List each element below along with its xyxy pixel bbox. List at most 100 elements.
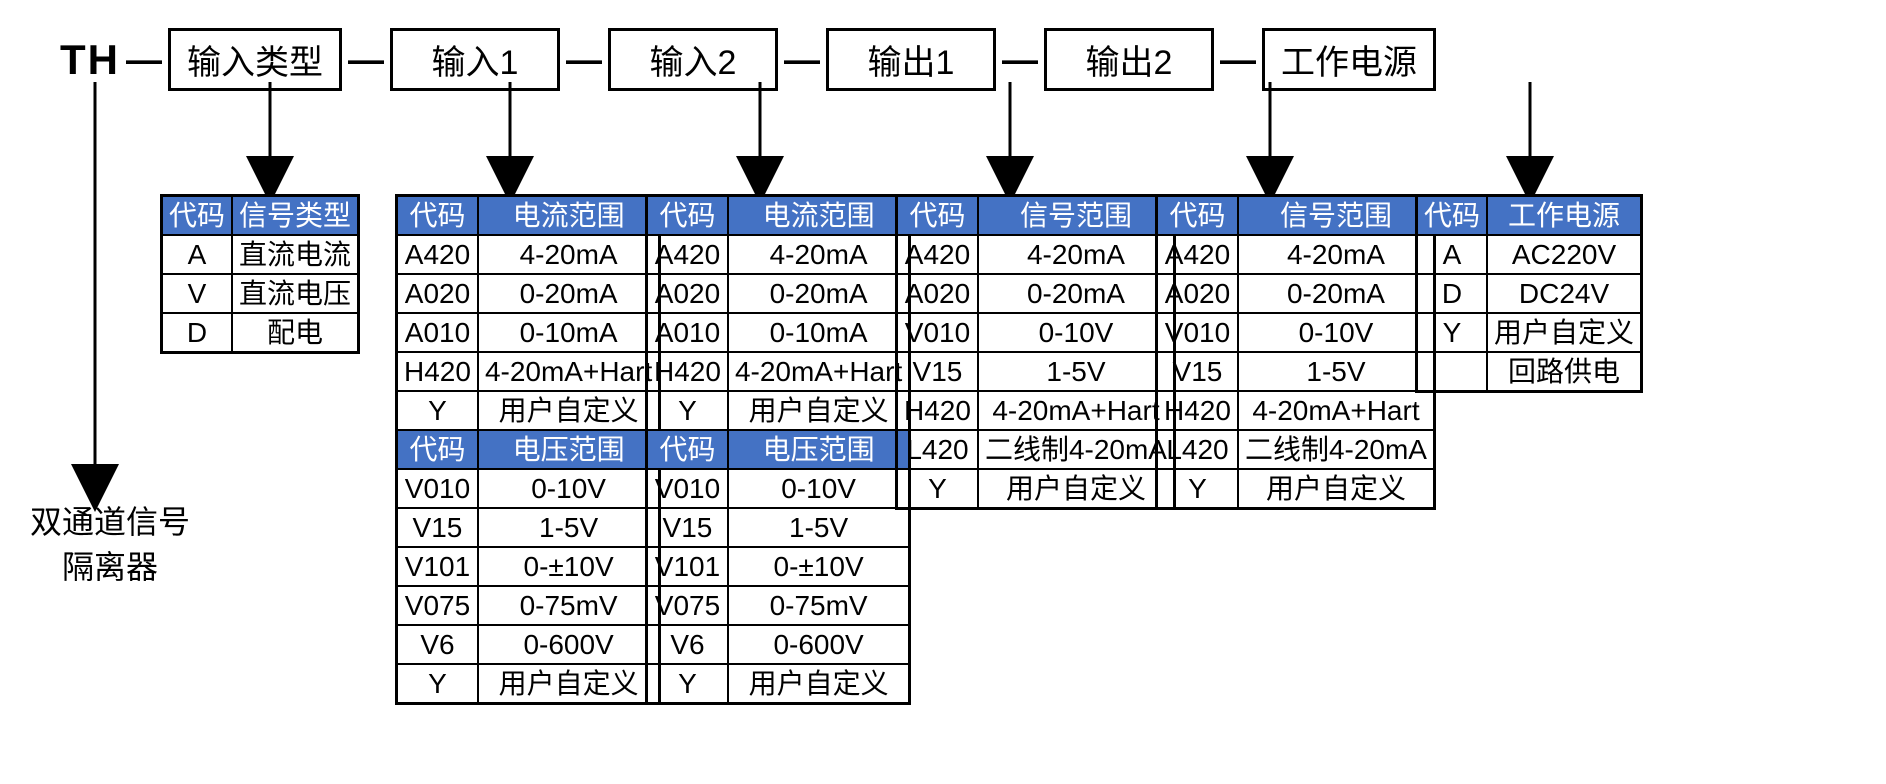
cell: H420 <box>897 391 978 430</box>
cell: A010 <box>397 313 478 352</box>
cell: D <box>1417 274 1488 313</box>
cell: 1-5V <box>478 508 660 547</box>
cell: 直流电流 <box>232 235 359 274</box>
product-name-line2: 隔离器 <box>10 545 210 590</box>
cell: 0-10V <box>978 313 1175 352</box>
cell: 1-5V <box>1238 352 1435 391</box>
cell: 0-±10V <box>478 547 660 586</box>
cell: 4-20mA <box>478 235 660 274</box>
cell: V075 <box>397 586 478 625</box>
cell: A <box>162 235 233 274</box>
col-power: 工作电源 <box>1487 196 1642 236</box>
cell: 0-600V <box>478 625 660 664</box>
cell: Y <box>647 664 728 704</box>
cell: 0-10mA <box>478 313 660 352</box>
cell: 0-20mA <box>728 274 910 313</box>
col-current-range: 电流范围 <box>478 196 660 236</box>
col-signal-type: 信号类型 <box>232 196 359 236</box>
table-output2: 代码信号范围 A4204-20mA A0200-20mA V0100-10V V… <box>1155 194 1436 510</box>
cell: 回路供电 <box>1487 352 1642 392</box>
col-voltage-range: 电压范围 <box>478 430 660 469</box>
cell: 用户自定义 <box>728 391 910 430</box>
cell: 4-20mA <box>1238 235 1435 274</box>
cell: A420 <box>897 235 978 274</box>
cell: V010 <box>1157 313 1238 352</box>
col-code: 代码 <box>1417 196 1488 236</box>
cell: 0-10V <box>478 469 660 508</box>
cell: V101 <box>397 547 478 586</box>
cell: 直流电压 <box>232 274 359 313</box>
col-current-range: 电流范围 <box>728 196 910 236</box>
col-code: 代码 <box>647 196 728 236</box>
cell: DC24V <box>1487 274 1642 313</box>
cell: H420 <box>397 352 478 391</box>
cell: 用户自定义 <box>478 391 660 430</box>
table-power: 代码工作电源 AAC220V DDC24V Y用户自定义 回路供电 <box>1415 194 1643 393</box>
ordering-diagram: TH — 输入类型 — 输入1 — 输入2 — 输出1 — 输出2 — 工作电源 <box>20 20 1866 764</box>
cell: A020 <box>397 274 478 313</box>
cell: A420 <box>397 235 478 274</box>
cell: A420 <box>647 235 728 274</box>
cell: V6 <box>397 625 478 664</box>
cell: 4-20mA <box>728 235 910 274</box>
cell: V010 <box>897 313 978 352</box>
table-input2: 代码电流范围 A4204-20mA A0200-20mA A0100-10mA … <box>645 194 911 705</box>
cell: H420 <box>647 352 728 391</box>
cell: V010 <box>397 469 478 508</box>
cell: V15 <box>897 352 978 391</box>
cell: 二线制4-20mA <box>1238 430 1435 469</box>
cell: V15 <box>647 508 728 547</box>
cell: A020 <box>897 274 978 313</box>
cell: 1-5V <box>728 508 910 547</box>
col-signal-range: 信号范围 <box>978 196 1175 236</box>
cell: 4-20mA <box>978 235 1175 274</box>
cell: 0-10V <box>728 469 910 508</box>
cell: 配电 <box>232 313 359 353</box>
table-input1: 代码电流范围 A4204-20mA A0200-20mA A0100-10mA … <box>395 194 661 705</box>
cell: 4-20mA+Hart <box>978 391 1175 430</box>
product-name-line1: 双通道信号 <box>10 500 210 545</box>
col-voltage-range: 电压范围 <box>728 430 910 469</box>
cell: V6 <box>647 625 728 664</box>
cell: V15 <box>397 508 478 547</box>
cell: Y <box>647 391 728 430</box>
cell: 4-20mA+Hart <box>1238 391 1435 430</box>
cell: D <box>162 313 233 353</box>
cell: Y <box>397 391 478 430</box>
cell: Y <box>1157 469 1238 509</box>
cell: V010 <box>647 469 728 508</box>
col-code: 代码 <box>897 196 978 236</box>
cell: 用户自定义 <box>1487 313 1642 352</box>
product-name: 双通道信号 隔离器 <box>10 500 210 590</box>
col-code: 代码 <box>647 430 728 469</box>
cell: 1-5V <box>978 352 1175 391</box>
cell: 用户自定义 <box>1238 469 1435 509</box>
cell: 0-10V <box>1238 313 1435 352</box>
col-code: 代码 <box>1157 196 1238 236</box>
cell: L420 <box>1157 430 1238 469</box>
col-code: 代码 <box>397 430 478 469</box>
col-code: 代码 <box>162 196 233 236</box>
cell: Y <box>1417 313 1488 352</box>
table-output1: 代码信号范围 A4204-20mA A0200-20mA V0100-10V V… <box>895 194 1176 510</box>
cell: 0-75mV <box>728 586 910 625</box>
cell: 用户自定义 <box>978 469 1175 509</box>
col-code: 代码 <box>397 196 478 236</box>
cell: 二线制4-20mA <box>978 430 1175 469</box>
cell: V <box>162 274 233 313</box>
table-input-type: 代码信号类型 A直流电流 V直流电压 D配电 <box>160 194 360 354</box>
cell: 0-20mA <box>478 274 660 313</box>
cell: V15 <box>1157 352 1238 391</box>
cell: L420 <box>897 430 978 469</box>
cell: 0-±10V <box>728 547 910 586</box>
cell: V101 <box>647 547 728 586</box>
cell: A020 <box>647 274 728 313</box>
cell: A <box>1417 235 1488 274</box>
cell: H420 <box>1157 391 1238 430</box>
cell: 0-20mA <box>978 274 1175 313</box>
cell: 0-10mA <box>728 313 910 352</box>
cell: 0-75mV <box>478 586 660 625</box>
cell: 0-20mA <box>1238 274 1435 313</box>
cell: A020 <box>1157 274 1238 313</box>
cell: AC220V <box>1487 235 1642 274</box>
